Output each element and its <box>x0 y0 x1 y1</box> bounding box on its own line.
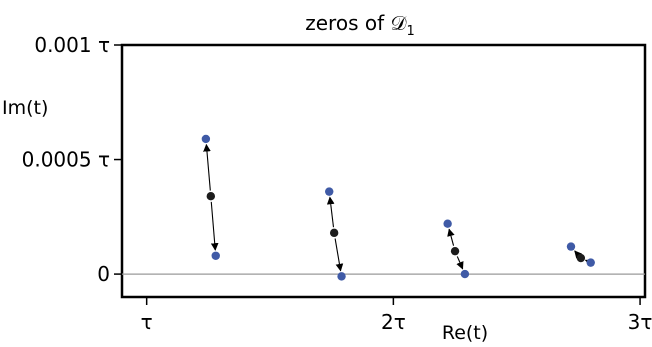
y-tick-label: 0.001 τ <box>34 33 110 57</box>
chart-title: zeros of 𝒟1 <box>305 11 414 39</box>
flow-arrow <box>203 143 211 191</box>
x-axis-label: Re(t) <box>442 322 488 344</box>
endpoint-zero-point <box>325 187 334 196</box>
y-tick-label: 0.0005 τ <box>22 148 110 172</box>
endpoint-zero-point <box>460 269 470 279</box>
x-tick-label: 2τ <box>381 310 406 334</box>
points-layer <box>201 134 595 281</box>
plot-frame <box>120 43 647 299</box>
endpoint-zero-point <box>337 272 346 281</box>
y-axis-label: Im(t) <box>2 97 48 119</box>
flow-arrow <box>334 238 344 272</box>
flow-arrow <box>326 196 335 228</box>
endpoint-zero-point <box>201 134 211 144</box>
midpoint-zero-point <box>576 253 586 263</box>
x-tick-label: 3τ <box>628 310 652 334</box>
y-tick-label: 0 <box>97 262 110 286</box>
flow-arrow <box>456 256 464 270</box>
midpoint-zero-point <box>206 192 216 201</box>
midpoint-zero-point <box>450 246 460 256</box>
ticks-layer: τ 2τ 3τ 0 0.0005 τ 0.001 τ <box>22 33 652 334</box>
flow-arrow <box>210 201 219 251</box>
midpoint-zero-point <box>329 228 339 238</box>
endpoint-zero-point <box>566 242 576 251</box>
endpoint-zero-point <box>443 219 452 228</box>
flow-arrow <box>574 250 583 259</box>
endpoint-zero-point <box>211 251 220 260</box>
plot-border <box>120 43 647 299</box>
flow-arrow <box>447 228 455 246</box>
x-tick-label: τ <box>141 310 153 334</box>
endpoint-zero-point <box>586 258 595 267</box>
